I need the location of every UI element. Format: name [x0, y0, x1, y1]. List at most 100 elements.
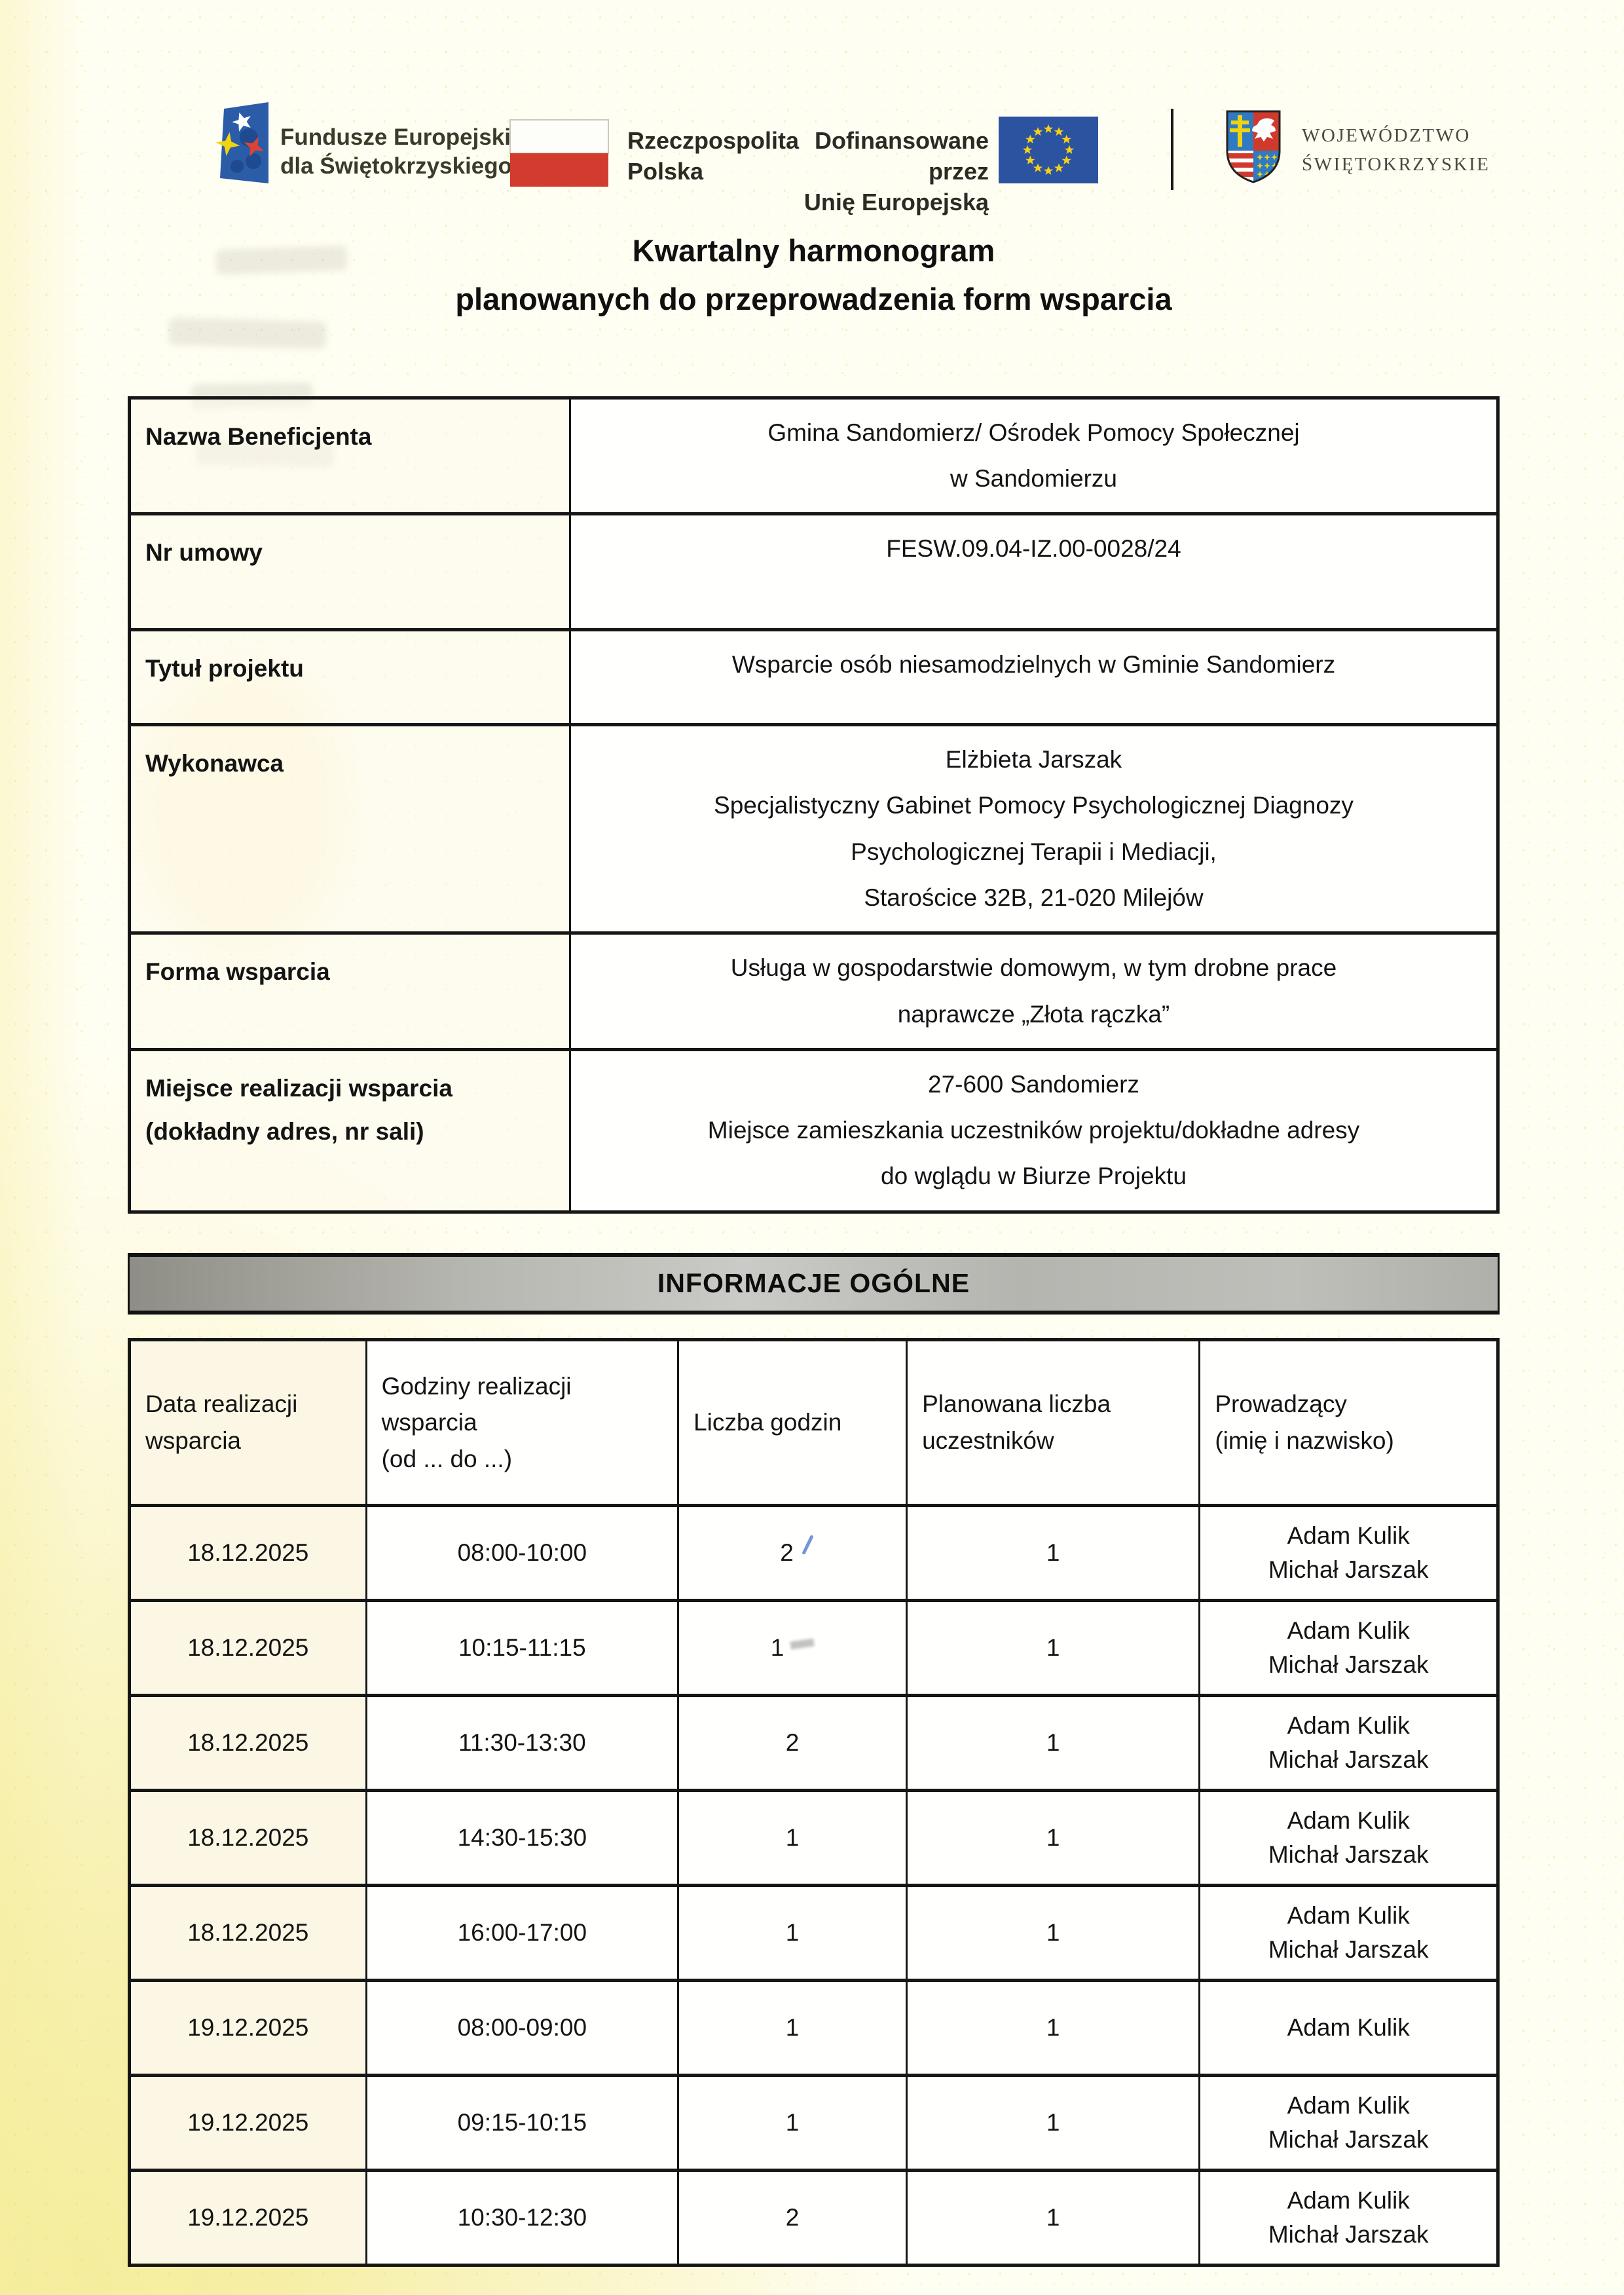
schedule-cell-leaders: Adam Kulik Michał Jarszak [1198, 2073, 1499, 2172]
schedule-header-row: Data realizacji wsparcia Godziny realizacj… [128, 1338, 1499, 1507]
schedule-column-header: Data realizacji wsparcia [128, 1338, 367, 1507]
schedule-cell-leaders: Adam Kulik Michał Jarszak [1198, 1883, 1499, 1982]
schedule-cell-participants: 1 [906, 1503, 1201, 1602]
info-row-value: Elżbieta Jarszak Specjalistyczny Gabinet … [568, 723, 1500, 935]
schedule-column-header-line: Planowana liczba [922, 1390, 1111, 1418]
info-row-label: Forma wsparcia [128, 931, 571, 1051]
info-row-label: Miejsce realizacji wsparcia (dokładny adr… [128, 1047, 571, 1214]
swietokrzyskie-coat-of-arms-icon [1226, 110, 1281, 183]
info-row-value: Usługa w gospodarstwie domowym, w tym dr… [568, 931, 1500, 1051]
schedule-row: 19.12.2025 10:30-12:30 2 1 Adam Kulik Michał … [128, 2168, 1499, 2267]
info-row-value: FESW.09.04-IZ.00-0028/24 [568, 512, 1500, 632]
schedule-cell-time: 10:30-12:30 [365, 2168, 680, 2267]
info-value-line: Elżbieta Jarszak [945, 746, 1122, 774]
schedule-cell-hours: 1 [677, 2073, 908, 2172]
leader-name: Michał Jarszak [1268, 1840, 1429, 1868]
schedule-cell-hours: 1 [677, 1883, 908, 1982]
leader-name: Michał Jarszak [1268, 1651, 1429, 1678]
info-value-line: do wglądu w Biurze Projektu [881, 1163, 1187, 1190]
info-table-row: Wykonawca Elżbieta Jarszak Specjalistyczny… [128, 723, 1500, 935]
info-row-value: Gmina Sandomierz/ Ośrodek Pomocy Społecz… [568, 396, 1500, 516]
schedule-cell-date: 18.12.2025 [128, 1503, 367, 1602]
schedule-column-header-line: wsparcia [381, 1409, 477, 1436]
info-row-value: Wsparcie osób niesamodzielnych w Gminie … [568, 628, 1500, 727]
schedule-row: 18.12.2025 11:30-13:30 2 1 Adam Kulik Michał … [128, 1693, 1499, 1792]
info-row-label: Nr umowy [128, 512, 571, 632]
info-value-line: Starościce 32B, 21-020 Milejów [864, 884, 1204, 911]
info-value-line: naprawcze „Złota rączka” [897, 1000, 1170, 1028]
project-info-table: Nazwa Beneficjenta Gmina Sandomierz/ Ośro… [128, 396, 1500, 1214]
info-label-line: Forma wsparcia [145, 958, 330, 986]
info-label-line: Nazwa Beneficjenta [145, 422, 372, 450]
schedule-row: 18.12.2025 10:15-11:15 1 1 Adam Kulik Michał … [128, 1598, 1499, 1697]
schedule-cell-time: 08:00-09:00 [365, 1978, 680, 2077]
header-divider-line [1171, 109, 1173, 190]
info-value-line: Miejsce zamieszkania uczestników projekt… [707, 1117, 1360, 1144]
poland-flag-icon [509, 119, 609, 187]
schedule-cell-participants: 1 [906, 1978, 1201, 2077]
info-value-line: w Sandomierzu [950, 464, 1117, 492]
schedule-column-header: Prowadzący (imię i nazwisko) [1198, 1338, 1499, 1507]
info-table-row: Forma wsparcia Usługa w gospodarstwie dom… [128, 931, 1500, 1051]
info-row-value: 27-600 Sandomierz Miejsce zamieszkania uc… [568, 1047, 1500, 1214]
schedule-cell-leaders: Adam Kulik Michał Jarszak [1198, 1693, 1499, 1792]
info-label-line: (dokładny adres, nr sali) [145, 1118, 424, 1146]
info-table-row: Tytuł projektu Wsparcie osób niesamodziel… [128, 628, 1500, 727]
page-title: Kwartalny harmonogram planowanych do prz… [455, 233, 1172, 317]
schedule-cell-participants: 1 [906, 2073, 1201, 2172]
leader-name: Adam Kulik [1287, 1616, 1410, 1644]
info-value-line: Specjalistyczny Gabinet Pomocy Psycholog… [714, 792, 1354, 819]
schedule-column-header-line: wsparcia [145, 1427, 241, 1454]
schedule-cell-hours: 1 [677, 1788, 908, 1887]
leader-name: Michał Jarszak [1268, 2220, 1429, 2248]
schedule-cell-date: 18.12.2025 [128, 1788, 367, 1887]
schedule-cell-time: 14:30-15:30 [365, 1788, 680, 1887]
info-label-line: Wykonawca [145, 750, 284, 777]
info-value-line: Psychologicznej Terapii i Mediacji, [851, 838, 1217, 865]
logos-header: Fundusze Europejskie dla Świętokrzyskieg… [203, 102, 1500, 215]
schedule-row: 19.12.2025 08:00-09:00 1 1 Adam Kulik [128, 1978, 1499, 2077]
schedule-column-header-line: (imię i nazwisko) [1215, 1427, 1394, 1454]
schedule-column-header: Liczba godzin [677, 1338, 908, 1507]
info-value-line: 27-600 Sandomierz [928, 1070, 1139, 1098]
schedule-column-header-line: Data realizacji [145, 1390, 298, 1418]
info-row-label: Nazwa Beneficjenta [128, 396, 571, 516]
leader-name: Adam Kulik [1287, 1806, 1410, 1834]
eu-flag-icon [999, 117, 1098, 183]
schedule-row: 18.12.2025 08:00-10:00 2 1 Adam Kulik Michał … [128, 1503, 1499, 1602]
european-funds-flag-icon [214, 102, 269, 183]
schedule-cell-participants: 1 [906, 1693, 1201, 1792]
schedule-cell-leaders: Adam Kulik [1198, 1978, 1499, 2077]
schedule-cell-participants: 1 [906, 2168, 1201, 2267]
leader-name: Adam Kulik [1287, 2091, 1410, 2119]
schedule-cell-date: 18.12.2025 [128, 1598, 367, 1697]
info-table-row: Nazwa Beneficjenta Gmina Sandomierz/ Ośro… [128, 396, 1500, 516]
info-label-line: Tytuł projektu [145, 655, 304, 682]
leader-name: Adam Kulik [1287, 1711, 1410, 1739]
leader-name: Adam Kulik [1287, 1901, 1410, 1929]
leader-name: Adam Kulik [1287, 1521, 1410, 1549]
schedule-column-header-line: Liczba godzin [693, 1409, 842, 1436]
schedule-column-header-line: Godziny realizacji [381, 1372, 572, 1400]
schedule-column-header: Planowana liczba uczestników [906, 1338, 1201, 1507]
schedule-cell-date: 19.12.2025 [128, 2168, 367, 2267]
info-value-line: Usługa w gospodarstwie domowym, w tym dr… [730, 954, 1337, 982]
info-value-line: FESW.09.04-IZ.00-0028/24 [886, 535, 1181, 563]
schedule-table: Data realizacji wsparcia Godziny realizacj… [128, 1337, 1500, 2267]
schedule-row: 18.12.2025 16:00-17:00 1 1 Adam Kulik Michał … [128, 1883, 1499, 1982]
info-row-label: Tytuł projektu [128, 628, 571, 727]
voivodeship-label: WOJEWÓDZTWO ŚWIĘTOKRZYSKIE [1302, 125, 1490, 175]
schedule-column-header: Godziny realizacji wsparcia (od ... do ...… [365, 1338, 680, 1507]
schedule-cell-hours: 1 [677, 1598, 908, 1697]
leader-name: Michał Jarszak [1268, 1935, 1429, 1963]
schedule-cell-participants: 1 [906, 1598, 1201, 1697]
section-header-label: INFORMACJE OGÓLNE [657, 1268, 970, 1299]
info-label-line: Nr umowy [145, 539, 263, 567]
pen-mark [790, 1638, 815, 1650]
info-value-line: Gmina Sandomierz/ Ośrodek Pomocy Społecz… [767, 419, 1300, 446]
schedule-cell-leaders: Adam Kulik Michał Jarszak [1198, 1788, 1499, 1887]
schedule-cell-date: 18.12.2025 [128, 1883, 367, 1982]
info-value-line: Wsparcie osób niesamodzielnych w Gminie … [731, 651, 1336, 679]
